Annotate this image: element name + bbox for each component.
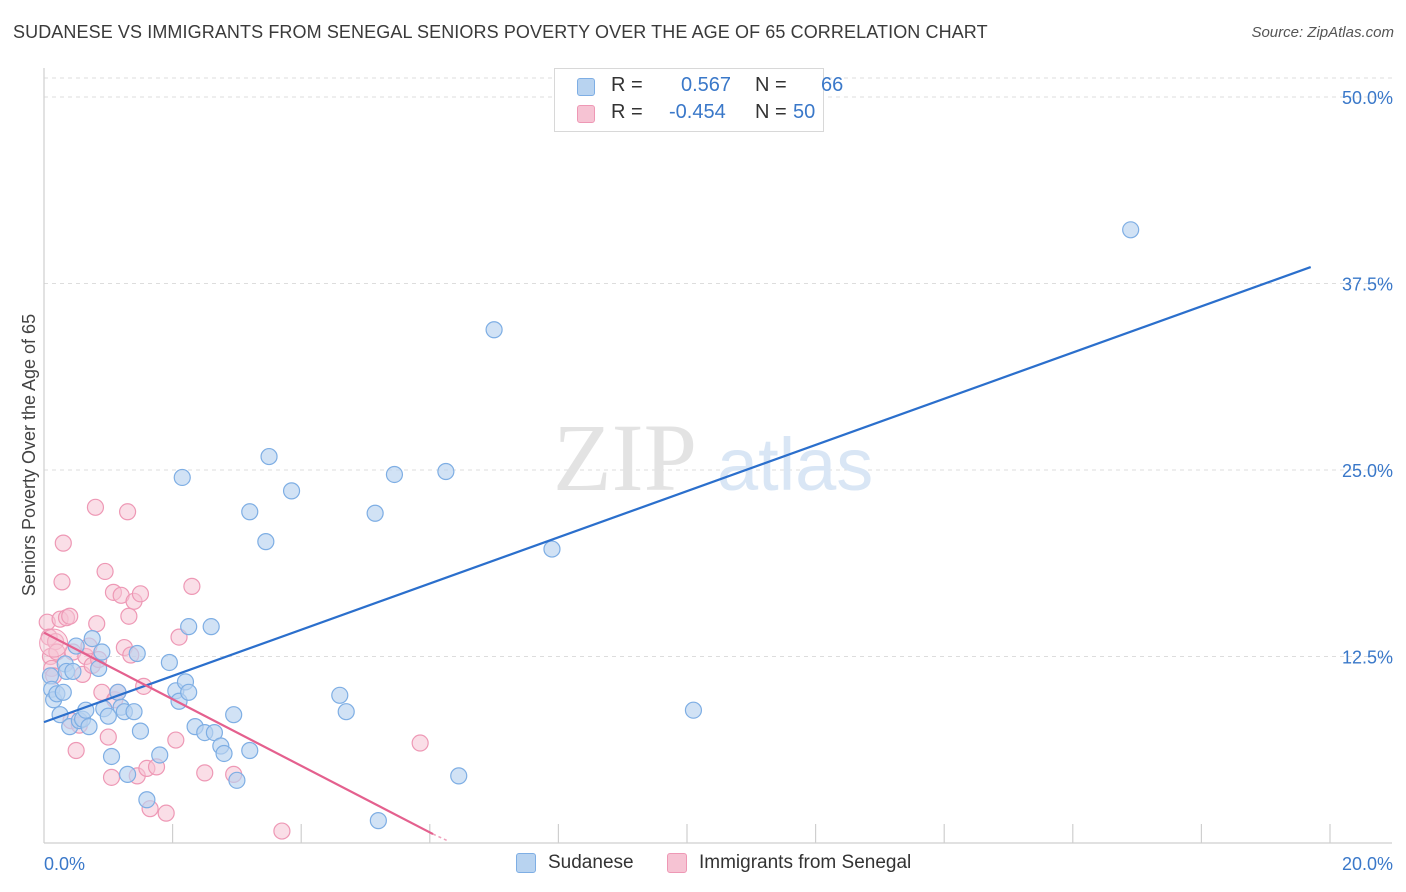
tick-labels: 12.5% 25.0% 37.5% 50.0% 0.0% 20.0% (44, 88, 1393, 874)
data-point-sudanese (54, 683, 72, 701)
data-point-sudanese (180, 618, 198, 636)
data-point-sudanese (138, 791, 156, 809)
axes (43, 68, 1392, 844)
data-point-sudanese (257, 533, 275, 551)
grid-lines (44, 77, 1392, 657)
y-tick-label: 37.5% (1342, 275, 1393, 295)
data-point-sudanese (241, 503, 259, 521)
legend-swatch-sudanese (577, 78, 595, 96)
data-point-senegal (131, 585, 150, 603)
bottom-legend-swatch-senegal (667, 853, 687, 873)
data-point-senegal (99, 728, 117, 746)
data-point-sudanese (64, 662, 82, 681)
data-point-sudanese (173, 468, 191, 487)
data-point-sudanese (215, 744, 233, 763)
data-point-senegal (273, 822, 291, 840)
data-point-senegal (102, 768, 121, 786)
y-tick-label: 12.5% (1342, 648, 1393, 668)
y-axis-label: Seniors Poverty Over the Age of 65 (19, 314, 39, 596)
data-point-sudanese (83, 629, 101, 648)
bottom-legend-label-senegal: Immigrants from Senegal (699, 852, 912, 873)
data-point-sudanese (450, 767, 468, 785)
legend-n-label: N = (755, 101, 787, 123)
watermark: ZIP atlas (553, 404, 873, 511)
watermark-atlas: atlas (717, 423, 873, 506)
bottom-legend-label-sudanese: Sudanese (548, 852, 634, 873)
data-point-sudanese (282, 482, 301, 500)
data-point-sudanese (437, 462, 455, 481)
data-point-sudanese (102, 747, 121, 766)
data-point-senegal (411, 734, 429, 752)
data-point-sudanese (225, 706, 243, 724)
watermark-zip: ZIP (553, 404, 697, 511)
bottom-legend-swatch-sudanese (516, 853, 536, 873)
data-point-sudanese (369, 812, 387, 830)
trend-lines (43, 266, 1312, 843)
legend-r-value-senegal: -0.454 (669, 101, 726, 123)
data-point-senegal (157, 804, 175, 822)
data-point-sudanese (684, 701, 703, 719)
data-point-sudanese (228, 771, 246, 789)
data-point-sudanese (99, 707, 117, 725)
data-point-sudanese (93, 643, 111, 661)
data-point-sudanese (241, 741, 259, 760)
data-point-senegal (54, 534, 72, 552)
source-credit: Source: ZipAtlas.com (1251, 24, 1394, 41)
data-point-sudanese (1122, 221, 1140, 239)
data-point-sudanese (543, 540, 561, 558)
data-point-senegal (183, 577, 201, 595)
data-point-sudanese (385, 465, 404, 484)
data-point-sudanese (125, 703, 143, 721)
y-tick-label: 50.0% (1342, 88, 1393, 108)
legend-r-value-sudanese: 0.567 (681, 74, 732, 96)
data-point-senegal (86, 498, 105, 516)
legend-r-label: R = (611, 101, 643, 123)
data-point-senegal (39, 628, 69, 658)
data-point-senegal (120, 607, 138, 625)
data-point-sudanese (366, 504, 384, 522)
data-point-sudanese (260, 447, 278, 466)
data-point-senegal (67, 741, 85, 760)
chart-title: SUDANESE VS IMMIGRANTS FROM SENEGAL SENI… (13, 22, 988, 42)
y-tick-label: 25.0% (1342, 461, 1393, 481)
data-point-senegal (88, 615, 106, 633)
legend-n-label: N = (755, 74, 787, 96)
data-point-sudanese (80, 718, 98, 736)
data-point-sudanese (160, 653, 178, 672)
legend-r-label: R = (611, 74, 643, 96)
data-point-senegal (53, 573, 71, 591)
data-point-senegal (196, 764, 214, 782)
data-point-senegal (118, 503, 137, 521)
correlation-legend: R = 0.567 N = 66 R = -0.454 N = 50 (554, 68, 843, 132)
data-point-sudanese (118, 765, 137, 783)
data-point-sudanese (128, 644, 146, 663)
data-point-sudanese (337, 703, 355, 721)
trend-line-senegal (43, 631, 434, 836)
data-point-sudanese (131, 722, 150, 740)
data-point-senegal (167, 731, 185, 749)
data-point-sudanese (485, 321, 503, 339)
trend-line-sudanese (43, 266, 1312, 724)
data-point-sudanese (180, 683, 198, 701)
legend-n-value-sudanese: 66 (821, 74, 844, 96)
legend-swatch-senegal (577, 105, 595, 123)
data-point-sudanese (151, 746, 169, 764)
data-point-senegal (61, 607, 79, 625)
legend-n-value-senegal: 50 (793, 101, 816, 123)
x-tick-label: 20.0% (1342, 854, 1393, 874)
data-point-sudanese (331, 686, 349, 704)
data-point-sudanese (202, 618, 220, 636)
x-tick-label: 0.0% (44, 854, 85, 874)
data-point-senegal (96, 562, 114, 581)
trend-line-senegal-extension (432, 833, 450, 843)
series-sudanese (41, 221, 1140, 830)
